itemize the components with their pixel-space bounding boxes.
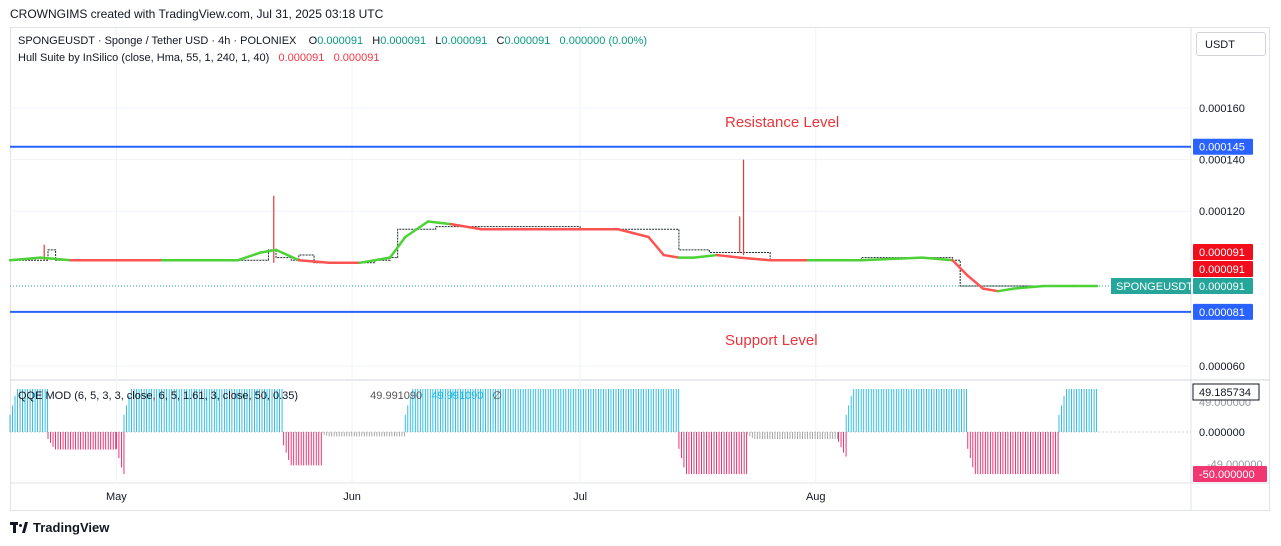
hull-segment [426,220,453,226]
hull-segment [388,235,407,259]
hull-segment [966,274,985,290]
resistance-price-tag-bg [1193,138,1253,155]
qqe-series [9,389,1191,475]
hull-segment [715,253,741,259]
close-label: C [496,35,505,47]
hull-price-tag-2: 0.000091 [1199,264,1245,276]
qqe-value-3: ∅ [492,390,503,402]
currency-button[interactable]: USDT [1196,32,1266,56]
time-label-jul: Jul [573,491,587,503]
time-label-may: May [106,491,127,503]
qqe-legend[interactable]: QQE MOD (6, 5, 3, 3, close, 6, 5, 1.61, … [18,389,502,402]
price-tick-label: 0.000160 [1199,103,1245,115]
hull-segment [297,258,331,265]
hull-legend[interactable]: Hull Suite by InSilico (close, Hma, 55, … [18,52,379,64]
hull-segment [1012,284,1046,290]
price-series [10,159,1097,287]
hull-value-2: 0.000091 [333,52,380,64]
grid-lines [10,28,1191,483]
hull-segment [981,287,1000,293]
qqe-value-2: 49.991090 [431,390,484,402]
hull-segment [616,228,650,239]
support-price-tag: 0.000081 [1199,307,1245,319]
change-value: 0.000000 (0.00%) [559,35,647,47]
hull-segment [358,256,392,265]
hull-segment [8,256,42,262]
low-value: 0.000091 [441,35,488,47]
hull-segment [274,248,301,262]
price-tick-label: 0.000140 [1199,155,1245,167]
resistance-price-tag: 0.000145 [1199,142,1245,154]
time-label-jun: Jun [343,491,361,503]
high-value: 0.000091 [380,35,427,47]
osc-zero-label: 0.000000 [1199,427,1245,439]
price-tick-label: 0.000060 [1199,361,1245,373]
qqe-value-1: 49.991090 [370,390,423,402]
hull-segment [996,287,1015,293]
hull-price-tag-1-bg [1193,244,1253,260]
tradingview-branding[interactable]: TradingView [10,520,109,535]
hull-segment [920,256,954,262]
hull-segment [39,256,73,262]
osc-bottom-tag: -50.000000 [1199,469,1255,481]
hull-segment [647,235,665,257]
symbol-tag: SPONGEUSDT [1116,281,1193,293]
hull-segment [449,222,483,231]
open-value: 0.000091 [317,35,364,47]
symbol-name: SPONGEUSDT · Sponge / Tether USD · 4h · … [18,35,297,47]
hull-price-tag-1: 0.000091 [1199,247,1245,259]
hull-segment [860,256,924,262]
hull-segment [662,253,681,259]
hull-segment [236,251,263,262]
price-tick-label: 0.000120 [1199,206,1245,218]
price-line [10,226,1097,287]
low-label: L [435,35,442,47]
chart-frame [10,27,1270,511]
hull-segment [738,256,772,262]
open-label: O [308,35,318,47]
hull-segment [692,253,719,259]
tradingview-logo-icon [10,522,28,533]
hull-segment [951,258,970,277]
osc-top-tag: 49.185734 [1199,387,1251,399]
hull-price-tag-2-bg [1193,261,1253,277]
osc-top-tag-bg [1192,383,1260,401]
symbol-legend[interactable]: SPONGEUSDT · Sponge / Tether USD · 4h · … [18,35,647,47]
last-price-tag-bg [1193,278,1253,295]
axis-labels: 0.000160 0.000140 0.000120 0.000060 0.000145… [1111,103,1267,482]
hull-segment [404,220,430,239]
qqe-label: QQE MOD (6, 5, 3, 3, close, 6, 5, 1.61, … [18,390,299,402]
high-label: H [372,35,381,47]
resistance-annotation: Resistance Level [725,114,840,131]
last-price-tag: 0.000091 [1199,281,1245,293]
chart-caption: CROWNGIMS created with TradingView.com, … [10,7,384,21]
support-price-tag-bg [1193,303,1253,320]
branding-label: TradingView [33,520,110,535]
hull-segment [259,248,278,254]
time-axis: May Jun Jul Aug [106,491,826,503]
hull-series [8,220,1099,293]
support-annotation: Support Level [725,332,818,349]
time-label-aug: Aug [806,491,826,503]
symbol-tag-bg [1111,278,1191,295]
hull-label: Hull Suite by InSilico (close, Hma, 55, … [18,52,270,64]
hull-value-1: 0.000091 [278,52,325,64]
osc-bottom-tag-bg [1193,466,1267,482]
close-value: 0.000091 [504,35,551,47]
